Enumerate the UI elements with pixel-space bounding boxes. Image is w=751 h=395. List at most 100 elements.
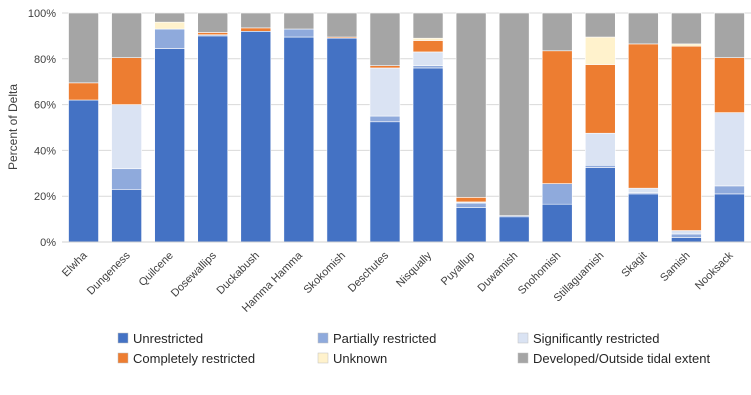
bar-stack (714, 12, 745, 243)
bar-stack (68, 12, 99, 243)
bar-stack (541, 12, 573, 243)
x-tick-label: Samish (658, 250, 692, 284)
bar-segment (455, 12, 487, 198)
legend-label: Completely restricted (133, 351, 255, 366)
bar-segment (671, 43, 702, 47)
bar-segment (541, 183, 573, 205)
legend-swatch (517, 352, 529, 364)
y-tick-label: 100% (28, 8, 56, 20)
bar-segment (541, 50, 573, 184)
bar-segment (584, 132, 616, 166)
bar-segment (68, 82, 99, 101)
x-tick-label: Dungeness (85, 249, 133, 297)
bar-stack (369, 12, 401, 243)
x-tick-label: Quilcene (137, 250, 176, 289)
legend-label: Partially restricted (333, 331, 436, 346)
bar-segment (68, 12, 99, 84)
bar-segment (498, 12, 530, 216)
x-tick-label: Nisqually (394, 249, 434, 289)
bar-segment (240, 31, 272, 243)
bar-segment (111, 168, 142, 190)
legend-item: Significantly restricted (517, 331, 659, 346)
bar-segment (671, 45, 702, 231)
bar-segment (714, 185, 745, 195)
bar-segment (412, 37, 444, 41)
bar-segment (584, 36, 616, 65)
y-axis-title: Percent of Delta (6, 84, 20, 170)
bar-segment (154, 48, 185, 243)
x-tick-label: Puyallup (439, 250, 477, 288)
bar-stack (197, 12, 229, 243)
bar-segment (628, 187, 659, 194)
bar-segment (412, 65, 444, 69)
bar-stack (154, 12, 185, 243)
bar-stack (628, 12, 659, 243)
bar-segment (197, 35, 229, 243)
bar-segment (412, 40, 444, 53)
y-tick-label: 40% (34, 145, 56, 157)
bar-segment (714, 12, 745, 58)
bar-segment (240, 27, 272, 32)
legend-item: Developed/Outside tidal extent (517, 351, 710, 366)
y-tick-label: 60% (34, 100, 56, 112)
bar-segment (369, 67, 401, 117)
bar-segment (498, 216, 530, 243)
bar-segment (584, 164, 616, 168)
bar-segment (455, 202, 487, 208)
legend-swatch (117, 332, 129, 344)
bar-segment (584, 64, 616, 134)
bar-stack (240, 12, 272, 243)
bar-segment (154, 28, 185, 49)
y-axis-ticks: 0% 20% 40% 60% 80% 100% (28, 8, 56, 249)
legend-item: Unrestricted (117, 331, 203, 346)
bar-stack (111, 12, 142, 243)
bar-segment (671, 233, 702, 238)
bar-segment (197, 12, 229, 33)
legend-swatch (317, 352, 329, 364)
y-tick-label: 20% (34, 191, 56, 203)
bar-segment (671, 12, 702, 45)
legend-label: Unknown (333, 351, 387, 366)
bar-segment (671, 237, 702, 243)
bar-segment (714, 193, 745, 243)
y-tick-label: 0% (40, 237, 56, 249)
bar-segment (369, 121, 401, 243)
bar-segment (154, 21, 185, 30)
bar-segment (584, 167, 616, 243)
bar-segment (283, 28, 315, 38)
legend-swatch (317, 332, 329, 344)
bar-segment (283, 36, 315, 243)
legend-label: Significantly restricted (533, 331, 659, 346)
legend-swatch (117, 352, 129, 364)
x-tick-label: Nooksack (693, 249, 736, 292)
bar-segment (671, 230, 702, 235)
bar-segment (369, 65, 401, 69)
legend-item: Completely restricted (117, 351, 255, 366)
bar-segment (412, 12, 444, 39)
bar-stack (326, 12, 358, 243)
x-tick-label: Skagit (619, 250, 649, 280)
bar-segment (628, 193, 659, 243)
bar-segment (369, 12, 401, 66)
bar-segment (541, 203, 573, 243)
x-tick-label: Duwamish (475, 250, 520, 295)
bar-stack (498, 12, 530, 243)
bar-segment (412, 67, 444, 243)
bar-segment (584, 12, 616, 38)
bar-segment (369, 115, 401, 123)
bar-stack (584, 12, 616, 243)
bar-segment (326, 37, 358, 243)
legend: Unrestricted Partially restricted Signific… (117, 331, 710, 366)
bar-segment (197, 32, 229, 36)
x-tick-label: Dosewallips (169, 249, 219, 299)
bar-segment (283, 12, 315, 30)
bar-segment (111, 12, 142, 58)
x-tick-label: Elwha (60, 249, 90, 279)
bar-segment (628, 12, 659, 45)
bar-segment (455, 197, 487, 203)
bar-segment (541, 12, 573, 52)
bar-segment (628, 43, 659, 189)
bar-stack (671, 12, 702, 243)
x-tick-label: Skokomish (302, 250, 349, 297)
legend-swatch (517, 332, 529, 344)
